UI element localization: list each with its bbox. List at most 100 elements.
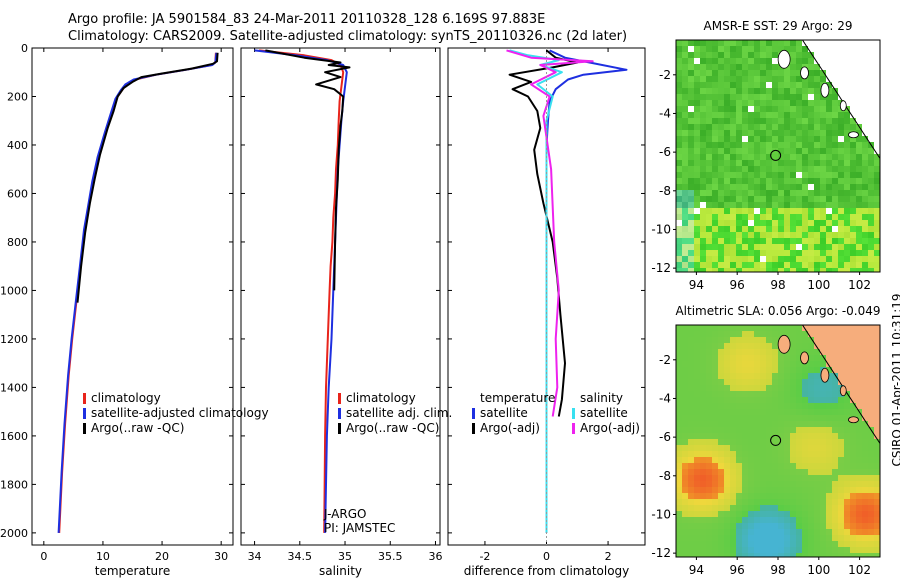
map-cell — [808, 427, 815, 434]
y-tick-label: 800 — [7, 236, 28, 249]
map-cell — [706, 547, 713, 554]
map-cell — [844, 220, 851, 227]
map-cell — [850, 148, 857, 155]
map-cell — [730, 379, 737, 386]
map-cell — [760, 148, 767, 155]
map-cell — [766, 190, 773, 197]
map-cell — [838, 238, 845, 245]
map-cell — [772, 94, 779, 101]
map-cell — [766, 331, 773, 338]
map-cell — [688, 172, 695, 179]
map-cell — [844, 196, 851, 203]
map-cell — [850, 70, 857, 77]
map-cell — [724, 385, 731, 392]
map-cell — [760, 184, 767, 191]
map-cell — [766, 256, 773, 263]
map-cell — [868, 226, 875, 233]
map-cell — [820, 403, 827, 410]
map-cell — [694, 385, 701, 392]
map-cell — [838, 403, 845, 410]
map-cell — [820, 136, 827, 143]
map-cell — [790, 529, 797, 536]
map-cell — [730, 469, 737, 476]
map-cell — [676, 64, 683, 71]
map-cell — [742, 82, 749, 89]
map-cell — [766, 499, 773, 506]
map-cell — [754, 238, 761, 245]
map-cell — [796, 475, 803, 482]
map-cell — [712, 208, 719, 215]
map-cell — [814, 106, 821, 113]
map-cell — [802, 172, 809, 179]
map-cell — [772, 541, 779, 548]
map-cell — [724, 208, 731, 215]
map-cell — [712, 451, 719, 458]
x-tick-label: 35.5 — [378, 550, 403, 563]
map-cell — [826, 214, 833, 221]
map-cell — [838, 88, 845, 95]
map-cell — [760, 190, 767, 197]
map-cell — [784, 325, 791, 332]
map-cell — [820, 148, 827, 155]
map-cell — [784, 190, 791, 197]
legend-label: Argo(..raw -QC) — [346, 421, 439, 435]
map-cell — [694, 262, 701, 269]
map-cell — [742, 379, 749, 386]
map-cell — [778, 433, 785, 440]
map-cell — [862, 421, 869, 428]
map-cell — [784, 112, 791, 119]
map-cell — [700, 208, 707, 215]
map-cell — [802, 427, 809, 434]
map-cell — [706, 112, 713, 119]
map-cell — [808, 547, 815, 554]
map-cell — [868, 196, 875, 203]
map-cell — [748, 373, 755, 380]
map-cell — [862, 475, 869, 482]
map-cell — [796, 166, 803, 173]
map-cell — [790, 373, 797, 380]
map-cell — [862, 184, 869, 191]
map-cell — [730, 505, 737, 512]
map-cell — [814, 349, 821, 356]
map-cell — [760, 409, 767, 416]
map-cell — [766, 142, 773, 149]
map-cell — [754, 184, 761, 191]
map-cell — [694, 361, 701, 368]
map-cell — [844, 343, 851, 350]
map-cell — [808, 82, 815, 89]
map-cell — [790, 256, 797, 263]
map-cell — [694, 268, 701, 272]
map-cell — [730, 493, 737, 500]
map-cell — [814, 361, 821, 368]
map-cell — [874, 409, 880, 416]
map-cell — [802, 208, 809, 215]
map-cell — [802, 361, 809, 368]
map-cell — [784, 523, 791, 530]
map-cell — [826, 130, 833, 137]
map-cell — [790, 541, 797, 548]
map-cell — [784, 553, 791, 557]
map-cell — [856, 136, 863, 143]
map-cell — [748, 130, 755, 137]
map-cell — [790, 208, 797, 215]
map-cell — [772, 256, 779, 263]
map-cell — [844, 82, 851, 89]
map-cell — [694, 64, 701, 71]
map-cell — [772, 343, 779, 350]
map-cell — [724, 433, 731, 440]
map-cell — [718, 499, 725, 506]
map-cell — [784, 172, 791, 179]
map-cell — [814, 184, 821, 191]
map-cell — [808, 433, 815, 440]
map-cell — [742, 487, 749, 494]
map-cell — [856, 220, 863, 227]
map-cell — [874, 505, 880, 512]
map-cell — [682, 64, 689, 71]
map-cell — [712, 82, 719, 89]
map-cell — [808, 499, 815, 506]
map-cell — [790, 82, 797, 89]
map-cell — [778, 361, 785, 368]
map-cell — [688, 226, 695, 233]
map-cell — [736, 421, 743, 428]
